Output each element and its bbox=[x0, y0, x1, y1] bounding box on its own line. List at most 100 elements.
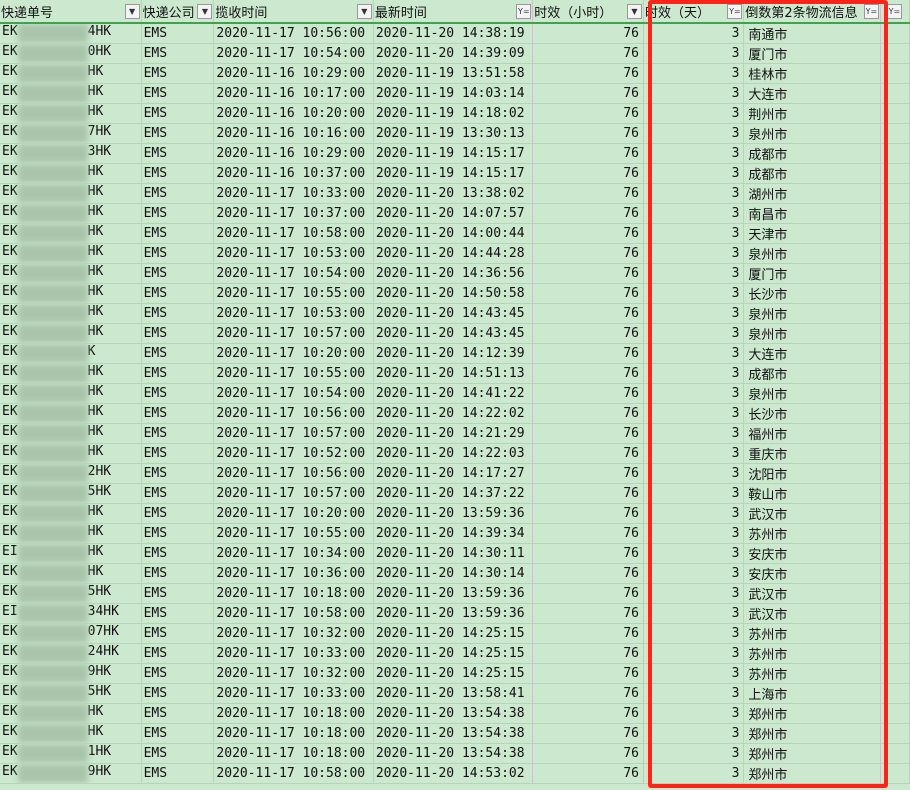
tracking-number-cell[interactable]: EK HK bbox=[0, 363, 142, 384]
latest-time-cell[interactable]: 2020-11-20 14:38:19 bbox=[373, 23, 534, 44]
days-cell[interactable]: 3 bbox=[643, 543, 745, 564]
courier-cell[interactable]: EMS bbox=[141, 103, 215, 124]
courier-cell[interactable]: EMS bbox=[141, 503, 215, 524]
logistics-city-cell[interactable]: 大连市 bbox=[743, 83, 881, 104]
logistics-city-cell[interactable]: 安庆市 bbox=[743, 563, 881, 584]
hours-cell[interactable]: 76 bbox=[532, 123, 644, 144]
days-cell[interactable]: 3 bbox=[643, 203, 745, 224]
pickup-time-cell[interactable]: 2020-11-17 10:33:00 bbox=[213, 683, 374, 704]
latest-time-cell[interactable]: 2020-11-20 14:25:15 bbox=[373, 643, 534, 664]
hours-cell[interactable]: 76 bbox=[532, 23, 644, 44]
latest-time-cell[interactable]: 2020-11-20 14:22:02 bbox=[373, 403, 534, 424]
tracking-number-cell[interactable]: EK HK bbox=[0, 403, 142, 424]
empty-cell[interactable] bbox=[880, 443, 910, 464]
hours-cell[interactable]: 76 bbox=[532, 683, 644, 704]
days-cell[interactable]: 3 bbox=[643, 643, 745, 664]
courier-cell[interactable]: EMS bbox=[141, 663, 215, 684]
logistics-city-cell[interactable]: 成都市 bbox=[743, 363, 881, 384]
days-cell[interactable]: 3 bbox=[643, 663, 745, 684]
hours-cell[interactable]: 76 bbox=[532, 663, 644, 684]
hours-cell[interactable]: 76 bbox=[532, 223, 644, 244]
pickup-time-cell[interactable]: 2020-11-17 10:18:00 bbox=[213, 583, 374, 604]
tracking-number-cell[interactable]: EK 24HK bbox=[0, 643, 142, 664]
tracking-number-cell[interactable]: EK K bbox=[0, 343, 142, 364]
days-cell[interactable]: 3 bbox=[643, 523, 745, 544]
hours-cell[interactable]: 76 bbox=[532, 43, 644, 64]
days-cell[interactable]: 3 bbox=[643, 103, 745, 124]
latest-time-cell[interactable]: 2020-11-20 14:43:45 bbox=[373, 303, 534, 324]
latest-time-cell[interactable]: 2020-11-20 13:59:36 bbox=[373, 583, 534, 604]
empty-cell[interactable] bbox=[880, 463, 910, 484]
tracking-number-cell[interactable]: EK HK bbox=[0, 103, 142, 124]
hours-cell[interactable]: 76 bbox=[532, 83, 644, 104]
dropdown-icon[interactable]: ▼ bbox=[197, 4, 213, 19]
hours-cell[interactable]: 76 bbox=[532, 523, 644, 544]
tracking-number-cell[interactable]: EK 0HK bbox=[0, 43, 142, 64]
tracking-number-cell[interactable]: EK 5HK bbox=[0, 683, 142, 704]
days-cell[interactable]: 3 bbox=[643, 283, 745, 304]
logistics-city-cell[interactable]: 上海市 bbox=[743, 683, 881, 704]
courier-cell[interactable]: EMS bbox=[141, 143, 215, 164]
pickup-time-cell[interactable]: 2020-11-17 10:57:00 bbox=[213, 423, 374, 444]
courier-cell[interactable]: EMS bbox=[141, 563, 215, 584]
dropdown-icon[interactable]: ▼ bbox=[626, 4, 642, 19]
logistics-city-cell[interactable]: 沈阳市 bbox=[743, 463, 881, 484]
latest-time-cell[interactable]: 2020-11-20 14:25:15 bbox=[373, 663, 534, 684]
courier-cell[interactable]: EMS bbox=[141, 623, 215, 644]
tracking-number-cell[interactable]: EK HK bbox=[0, 443, 142, 464]
empty-cell[interactable] bbox=[880, 143, 910, 164]
logistics-city-cell[interactable]: 湖州市 bbox=[743, 183, 881, 204]
courier-cell[interactable]: EMS bbox=[141, 403, 215, 424]
days-cell[interactable]: 3 bbox=[643, 743, 745, 764]
latest-time-cell[interactable]: 2020-11-19 14:18:02 bbox=[373, 103, 534, 124]
courier-cell[interactable]: EMS bbox=[141, 283, 215, 304]
tracking-number-cell[interactable]: EK HK bbox=[0, 383, 142, 404]
pickup-time-cell[interactable]: 2020-11-16 10:16:00 bbox=[213, 123, 374, 144]
courier-cell[interactable]: EMS bbox=[141, 223, 215, 244]
days-cell[interactable]: 3 bbox=[643, 223, 745, 244]
hours-cell[interactable]: 76 bbox=[532, 463, 644, 484]
logistics-city-cell[interactable]: 泉州市 bbox=[743, 323, 881, 344]
latest-time-cell[interactable]: 2020-11-20 13:54:38 bbox=[373, 743, 534, 764]
tracking-number-cell[interactable]: EK 3HK bbox=[0, 143, 142, 164]
days-cell[interactable]: 3 bbox=[643, 703, 745, 724]
empty-cell[interactable] bbox=[880, 763, 910, 784]
logistics-city-cell[interactable]: 重庆市 bbox=[743, 443, 881, 464]
courier-cell[interactable]: EMS bbox=[141, 43, 215, 64]
courier-cell[interactable]: EMS bbox=[141, 363, 215, 384]
days-cell[interactable]: 3 bbox=[643, 483, 745, 504]
empty-cell[interactable] bbox=[880, 123, 910, 144]
latest-time-cell[interactable]: 2020-11-20 14:00:44 bbox=[373, 223, 534, 244]
logistics-city-cell[interactable]: 武汉市 bbox=[743, 603, 881, 624]
hours-cell[interactable]: 76 bbox=[532, 623, 644, 644]
days-cell[interactable]: 3 bbox=[643, 443, 745, 464]
hours-cell[interactable]: 76 bbox=[532, 723, 644, 744]
latest-time-cell[interactable]: 2020-11-20 14:39:34 bbox=[373, 523, 534, 544]
latest-time-cell[interactable]: 2020-11-20 13:54:38 bbox=[373, 703, 534, 724]
empty-cell[interactable] bbox=[880, 743, 910, 764]
days-cell[interactable]: 3 bbox=[643, 363, 745, 384]
courier-cell[interactable]: EMS bbox=[141, 343, 215, 364]
empty-cell[interactable] bbox=[880, 183, 910, 204]
courier-cell[interactable]: EMS bbox=[141, 603, 215, 624]
logistics-city-cell[interactable]: 成都市 bbox=[743, 143, 881, 164]
empty-cell[interactable] bbox=[880, 263, 910, 284]
tracking-number-cell[interactable]: EK HK bbox=[0, 563, 142, 584]
latest-time-cell[interactable]: 2020-11-20 13:59:36 bbox=[373, 603, 534, 624]
empty-cell[interactable] bbox=[880, 543, 910, 564]
pickup-time-cell[interactable]: 2020-11-16 10:29:00 bbox=[213, 63, 374, 84]
days-cell[interactable]: 3 bbox=[643, 683, 745, 704]
latest-time-cell[interactable]: 2020-11-19 13:30:13 bbox=[373, 123, 534, 144]
latest-time-cell[interactable]: 2020-11-20 13:58:41 bbox=[373, 683, 534, 704]
logistics-city-cell[interactable]: 南通市 bbox=[743, 23, 881, 44]
tracking-number-cell[interactable]: EK 5HK bbox=[0, 483, 142, 504]
hours-cell[interactable]: 76 bbox=[532, 63, 644, 84]
empty-cell[interactable] bbox=[880, 323, 910, 344]
tracking-number-cell[interactable]: EK 2HK bbox=[0, 463, 142, 484]
days-cell[interactable]: 3 bbox=[643, 463, 745, 484]
pickup-time-cell[interactable]: 2020-11-17 10:53:00 bbox=[213, 303, 374, 324]
logistics-city-cell[interactable]: 成都市 bbox=[743, 163, 881, 184]
empty-cell[interactable] bbox=[880, 723, 910, 744]
pickup-time-cell[interactable]: 2020-11-17 10:52:00 bbox=[213, 443, 374, 464]
courier-cell[interactable]: EMS bbox=[141, 163, 215, 184]
